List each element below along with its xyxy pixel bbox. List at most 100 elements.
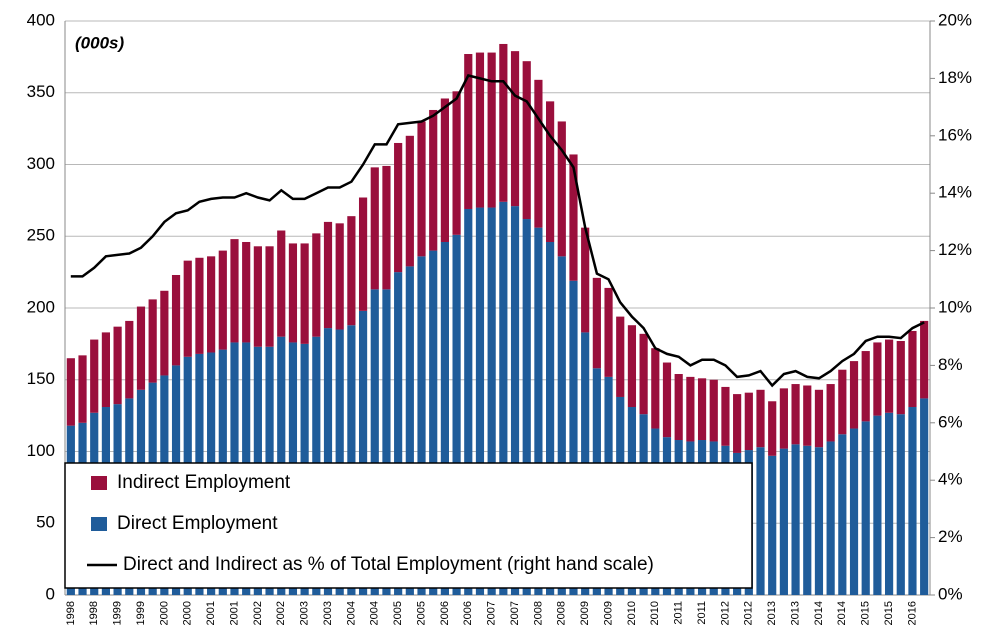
x-tick-label: 2014: [813, 601, 825, 625]
x-tick-label: 2008: [532, 601, 544, 625]
bar-segment: [382, 165, 391, 290]
bar-segment: [546, 101, 555, 242]
x-tick-label: 1998: [88, 601, 100, 625]
bar-segment: [826, 384, 835, 442]
unit-annotation: (000s): [75, 33, 124, 52]
bar-segment: [791, 444, 800, 595]
legend-swatch: [91, 517, 107, 531]
bar-segment: [394, 272, 403, 595]
x-tick-label: 2002: [252, 601, 264, 625]
x-tick-label: 2002: [275, 601, 287, 625]
x-tick-label: 1998: [65, 601, 77, 625]
bar-segment: [66, 358, 75, 426]
bar-segment: [884, 412, 894, 595]
x-tick-label: 2015: [860, 601, 872, 625]
bar-segment: [849, 428, 859, 595]
bar-segment: [347, 216, 356, 326]
bar-segment: [510, 206, 520, 596]
bar-segment: [230, 239, 239, 343]
bar-segment: [242, 241, 251, 343]
x-tick-label: 2003: [299, 601, 311, 625]
y2-tick-label: 4%: [938, 470, 963, 489]
bar-segment: [569, 280, 578, 595]
x-tick-label: 2005: [415, 601, 427, 625]
x-tick-label: 2006: [462, 601, 474, 625]
bar-segment: [218, 250, 227, 350]
bar-segment: [452, 91, 461, 235]
bar-segment: [849, 361, 859, 429]
bar-segment: [557, 256, 566, 595]
bar-segment: [826, 441, 835, 595]
bar-segment: [639, 333, 648, 415]
y-tick-label: 100: [27, 441, 55, 460]
x-tick-label: 2012: [719, 601, 731, 625]
x-tick-label: 2000: [158, 601, 170, 625]
bar-segment: [616, 316, 625, 397]
bar-segment: [908, 330, 917, 408]
x-tick-label: 2011: [673, 601, 685, 625]
bar-segment: [768, 455, 777, 595]
bar-segment: [814, 389, 824, 448]
bar-segment: [417, 121, 426, 257]
y2-tick-label: 12%: [938, 240, 972, 259]
bar-segment: [358, 310, 368, 595]
legend-label: Direct and Indirect as % of Total Employ…: [123, 554, 654, 575]
bar-segment: [838, 434, 847, 595]
legend-label: Direct Employment: [117, 513, 278, 534]
bar-segment: [920, 320, 929, 399]
bar-segment: [522, 61, 531, 220]
bar-segment: [78, 355, 87, 423]
x-tick-label: 2003: [322, 601, 334, 625]
x-tick-label: 2010: [626, 601, 638, 625]
bar-segment: [347, 325, 356, 595]
x-tick-label: 1999: [112, 601, 124, 625]
bar-segment: [370, 167, 379, 290]
bar-segment: [662, 362, 672, 438]
x-tick-label: 2011: [696, 601, 708, 625]
bar-segment: [861, 351, 870, 422]
bar-segment: [382, 289, 391, 595]
x-tick-label: 2016: [906, 601, 918, 625]
bar-segment: [323, 328, 333, 595]
bar-segment: [429, 109, 438, 251]
bar-segment: [113, 326, 122, 405]
x-tick-label: 1999: [135, 601, 147, 625]
x-tick-label: 2006: [439, 601, 451, 625]
bar-segment: [896, 341, 905, 415]
bar-segment: [522, 219, 531, 595]
legend-label: Indirect Employment: [117, 472, 291, 493]
bar-segment: [920, 398, 929, 595]
bar-segment: [803, 445, 812, 595]
bar-segment: [756, 447, 765, 595]
bar-segment: [569, 154, 578, 281]
x-tick-label: 2007: [509, 601, 521, 625]
bar-segment: [253, 246, 262, 347]
bar-segment: [195, 257, 204, 354]
bar-segment: [756, 389, 765, 448]
x-tick-label: 2013: [766, 601, 778, 625]
bar-segment: [335, 223, 344, 330]
bar-segment: [873, 415, 882, 595]
y2-tick-label: 8%: [938, 355, 963, 374]
bar-segment: [323, 221, 333, 329]
bar-segment: [417, 256, 426, 595]
bar-segment: [873, 342, 882, 416]
x-tick-label: 2004: [345, 601, 357, 625]
bar-segment: [452, 234, 461, 595]
x-tick-label: 2005: [392, 601, 404, 625]
x-tick-label: 2009: [579, 601, 591, 625]
bar-segment: [405, 135, 414, 267]
bar-segment: [277, 230, 286, 337]
bar-segment: [838, 369, 847, 435]
bar-segment: [405, 266, 414, 595]
bar-segment: [803, 385, 812, 446]
y2-tick-label: 20%: [938, 10, 972, 29]
x-tick-label: 2009: [602, 601, 614, 625]
y-tick-label: 350: [27, 82, 55, 101]
x-tick-label: 2000: [182, 601, 194, 625]
y-tick-label: 0: [46, 584, 55, 603]
bar-segment: [300, 243, 309, 344]
bar-segment: [779, 388, 788, 449]
